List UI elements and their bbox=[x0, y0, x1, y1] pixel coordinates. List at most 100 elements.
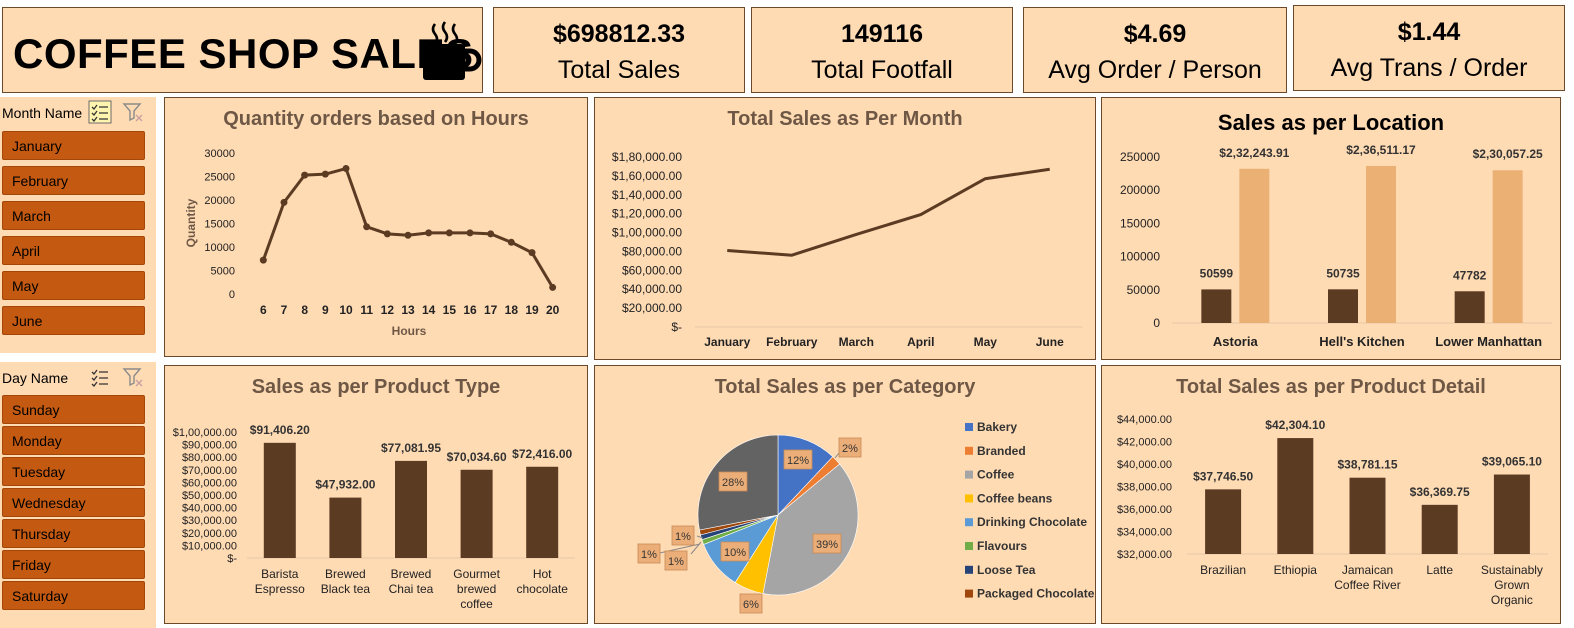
x-tick-label: Black tea bbox=[321, 582, 371, 596]
y-tick-label: $1,80,000.00 bbox=[612, 150, 682, 164]
pie-data-label: 39% bbox=[816, 539, 838, 551]
pie-data-label: 1% bbox=[668, 556, 684, 568]
slicer-item-february[interactable]: February bbox=[2, 166, 145, 195]
y-tick-label: 15000 bbox=[204, 219, 235, 231]
slicer-item-june[interactable]: June bbox=[2, 306, 145, 335]
y-tick-label: $34,000.00 bbox=[1117, 527, 1172, 539]
bar bbox=[1328, 289, 1358, 323]
kpi-avg-trans-order: $1.44 Avg Trans / Order bbox=[1293, 5, 1565, 91]
kpi-value: $4.69 bbox=[1123, 20, 1187, 48]
x-tick-label: Sustainably bbox=[1481, 563, 1543, 577]
data-point bbox=[507, 238, 515, 246]
x-tick-label: Astoria bbox=[1213, 334, 1259, 349]
y-tick-label: 25000 bbox=[204, 172, 235, 184]
y-tick-label: $36,000.00 bbox=[1117, 504, 1172, 516]
y-tick-label: $50,000.00 bbox=[182, 490, 237, 502]
y-tick-label: 20000 bbox=[204, 195, 235, 207]
day-slicer-title: Day Name bbox=[2, 370, 69, 386]
bar bbox=[329, 497, 362, 558]
kpi-value: $698812.33 bbox=[552, 20, 686, 48]
slicer-item-march[interactable]: March bbox=[2, 201, 145, 230]
chart-title: Total Sales as per Category bbox=[714, 376, 976, 398]
x-tick-label: 10 bbox=[339, 303, 353, 317]
chart-product-detail-panel: Total Sales as per Product Detail $32,00… bbox=[1101, 365, 1561, 624]
legend-label: Bakery bbox=[977, 420, 1017, 434]
legend-swatch bbox=[965, 423, 973, 431]
x-tick-label: 12 bbox=[381, 303, 395, 317]
slicer-item-sunday[interactable]: Sunday bbox=[2, 395, 145, 424]
month-slicer-title: Month Name bbox=[2, 105, 83, 121]
slicer-item-may[interactable]: May bbox=[2, 271, 145, 300]
multi-select-icon[interactable] bbox=[88, 100, 112, 124]
x-tick-label: brewed bbox=[457, 582, 496, 596]
data-label: $42,304.10 bbox=[1265, 418, 1325, 432]
slicer-item-thursday[interactable]: Thursday bbox=[2, 519, 145, 548]
pie-data-label: 10% bbox=[724, 547, 746, 559]
kpi-value: 149116 bbox=[840, 20, 924, 48]
legend-label: Branded bbox=[977, 444, 1026, 458]
pie-data-label: 28% bbox=[722, 477, 744, 489]
y-tick-label: 150000 bbox=[1120, 216, 1160, 230]
legend-swatch bbox=[965, 589, 973, 598]
x-tick-label: Brewed bbox=[391, 567, 432, 581]
bar bbox=[1366, 165, 1396, 323]
data-point bbox=[528, 249, 536, 257]
series-line bbox=[727, 167, 1050, 257]
data-label: $91,406.20 bbox=[250, 423, 310, 437]
data-point bbox=[487, 230, 495, 238]
x-tick-label: 9 bbox=[322, 303, 329, 317]
y-tick-label: 0 bbox=[229, 289, 235, 301]
slicer-item-monday[interactable]: Monday bbox=[2, 426, 145, 455]
bar bbox=[1205, 489, 1242, 554]
y-tick-label: $30,000.00 bbox=[182, 515, 237, 527]
chart-product-type-panel: Sales as per Product Type $- $10,000.00 $2… bbox=[164, 365, 588, 624]
dashboard-title: COFFEE SHOP SALES bbox=[13, 30, 474, 77]
data-label: $39,065.10 bbox=[1482, 455, 1542, 469]
legend-swatch bbox=[965, 494, 973, 503]
chart-category-panel: Total Sales as per Category 12% 2% 39% 6% 10… bbox=[594, 365, 1096, 624]
pie-label-box bbox=[720, 541, 750, 562]
x-tick-label: Hell's Kitchen bbox=[1319, 334, 1405, 349]
bar bbox=[1421, 504, 1458, 554]
y-tick-label: 200000 bbox=[1120, 183, 1160, 197]
bar bbox=[395, 460, 427, 558]
slicer-item-friday[interactable]: Friday bbox=[2, 550, 145, 579]
y-tick-label: 250000 bbox=[1120, 150, 1160, 164]
legend-label: Coffee beans bbox=[977, 491, 1053, 505]
chart-month-panel: Total Sales as Per Month $- $20,000.00 $40… bbox=[594, 97, 1096, 360]
clear-filter-icon[interactable] bbox=[122, 101, 144, 123]
x-tick-label: coffee bbox=[460, 597, 493, 611]
kpi-value: $1.44 bbox=[1397, 18, 1461, 46]
slicer-item-april[interactable]: April bbox=[2, 236, 145, 265]
pie-label-box bbox=[664, 550, 688, 571]
data-label: $70,034.60 bbox=[447, 450, 507, 464]
y-tick-label: $40,000.00 bbox=[1117, 459, 1172, 471]
pie-slice bbox=[762, 463, 859, 596]
chart-product-type: $-$10,000.00$20,000.00$30,000.00$40,000.… bbox=[173, 423, 575, 611]
data-point bbox=[321, 170, 329, 178]
slicer-item-saturday[interactable]: Saturday bbox=[2, 581, 145, 610]
chart-month: $- $20,000.00 $40,000.00 $60,000.00 $80,000.… bbox=[612, 150, 1082, 349]
data-label: $2,36,511.17 bbox=[1346, 143, 1416, 157]
series-line bbox=[261, 166, 554, 289]
data-point bbox=[549, 283, 557, 291]
slicer-item-wednesday[interactable]: Wednesday bbox=[2, 488, 145, 517]
x-tick-label: Gourmet bbox=[453, 567, 500, 581]
multi-select-icon[interactable] bbox=[89, 366, 111, 388]
x-tick-label: Organic bbox=[1491, 593, 1533, 607]
data-label: 50599 bbox=[1200, 266, 1234, 280]
legend-label: Loose Tea bbox=[977, 563, 1036, 577]
slicer-item-tuesday[interactable]: Tuesday bbox=[2, 457, 145, 486]
chart-location-panel: Sales as per Location 0 50000 100000 150000… bbox=[1101, 97, 1561, 360]
bar bbox=[1349, 477, 1386, 554]
y-tick-label: 0 bbox=[1153, 316, 1160, 330]
legend-swatch bbox=[965, 565, 973, 574]
slicer-item-january[interactable]: January bbox=[2, 131, 145, 160]
x-tick-label: 11 bbox=[360, 303, 373, 317]
clear-filter-icon[interactable] bbox=[122, 366, 144, 388]
legend-label: Coffee bbox=[977, 468, 1015, 482]
month-slicer: Month Name January February March April … bbox=[0, 97, 156, 353]
x-tick-label: 13 bbox=[401, 303, 415, 317]
x-tick-label: March bbox=[839, 335, 874, 349]
y-tick-label: $10,000.00 bbox=[182, 540, 237, 552]
